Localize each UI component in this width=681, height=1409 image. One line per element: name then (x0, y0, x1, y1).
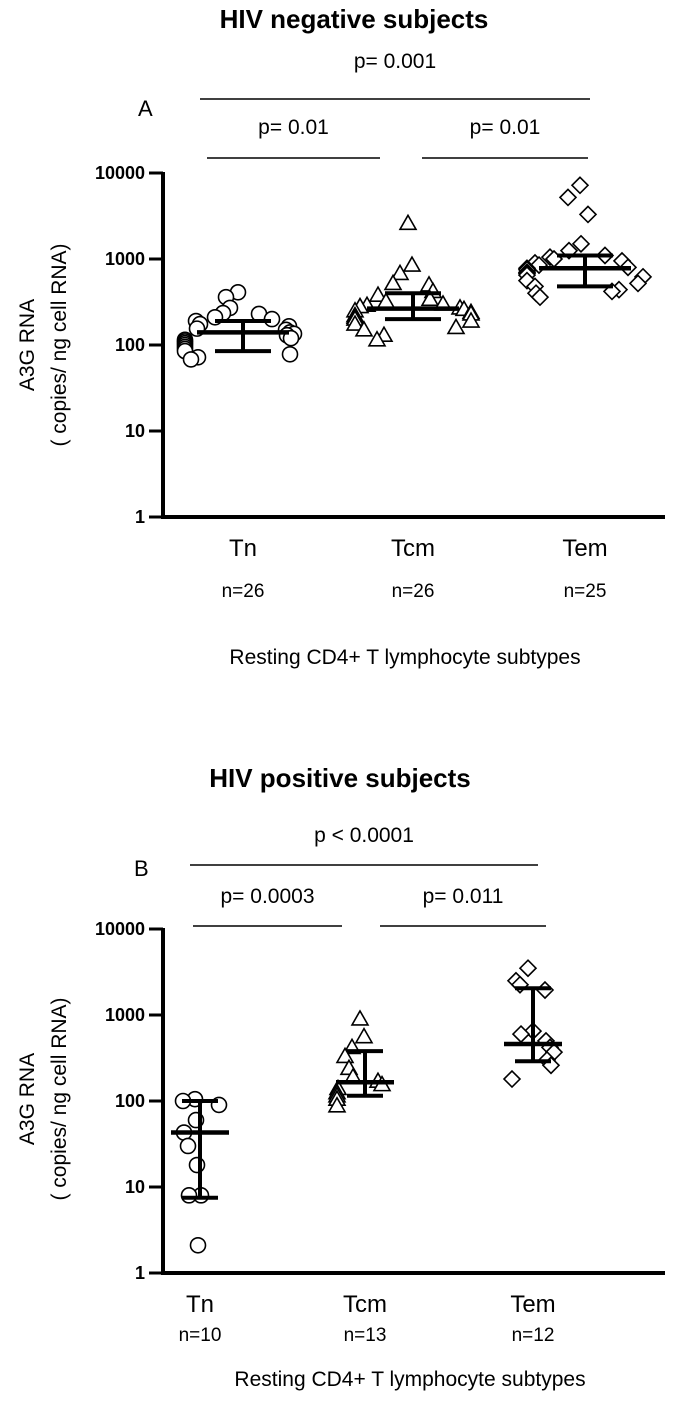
panel-b-panel-label: B (134, 856, 149, 881)
panel-b-y-tick-label-4: 10000 (95, 919, 145, 939)
panel-a-category-label-tcm: Tcm (391, 535, 435, 562)
panel-b-y-tick-label-2: 100 (115, 1091, 145, 1111)
panel-a-n-label-tem: n=25 (564, 581, 607, 602)
panel-b-y-tick-label-3: 1000 (105, 1005, 145, 1025)
panel-a-tcm-point-23 (354, 320, 374, 337)
panel-b-p-value-1: p= 0.0003 (220, 885, 314, 908)
panel-b-y-tick-label-0: 1 (135, 1263, 145, 1283)
panel-a-tcm-point-1 (402, 255, 422, 272)
panel-a-tem-point-19 (628, 274, 648, 293)
panel-b-n-label-tn: n=10 (179, 1325, 222, 1346)
panel-a-x-label: Resting CD4+ T lymphocyte subtypes (229, 646, 580, 669)
panel-b-tn-point-9 (189, 1236, 207, 1254)
panel-b-tcm-point-0 (350, 1009, 370, 1026)
panel-a-tcm-point-7 (420, 289, 440, 307)
panel-a-tcm-point-25 (367, 330, 387, 347)
panel-a-panel-label: A (138, 96, 153, 121)
panel-a-p-value-0: p= 0.001 (354, 50, 436, 73)
panel-a-tem-point-0 (570, 176, 590, 195)
panel-a-y-tick-label-1: 10 (125, 421, 145, 441)
panel-a-category-label-tem: Tem (562, 535, 607, 562)
panel-b-n-label-tcm: n=13 (344, 1325, 387, 1346)
panel-a-tcm-point-3 (383, 273, 403, 291)
panel-b-title: HIV positive subjects (209, 763, 471, 793)
panel-a-tem-point-3 (571, 234, 591, 253)
panel-b-category-label-tem: Tem (510, 1291, 555, 1318)
panel-b-tem-point-11 (502, 1069, 522, 1089)
panel-a-tcm-point-21 (345, 314, 365, 331)
panel-b-tcm-point-1 (354, 1027, 374, 1044)
panel-a-p-value-2: p= 0.01 (470, 116, 541, 139)
panel-b-x-label: Resting CD4+ T lymphocyte subtypes (234, 1368, 585, 1391)
panel-b-y-label-line2: ( copies/ ng cell RNA) (48, 997, 71, 1200)
panel-b-category-label-tcm: Tcm (343, 1291, 387, 1318)
panel-a-tcm-point-2 (390, 263, 410, 281)
panel-b-tcm-point-12 (327, 1096, 347, 1113)
panel-b-tn-point-8 (180, 1187, 198, 1204)
panel-a-tem-point-1 (558, 188, 578, 207)
panel-a-title: HIV negative subjects (220, 4, 489, 34)
panel-a-tem-point-24 (530, 288, 550, 307)
panel-a-tcm-point-22 (446, 317, 466, 335)
panel-a-y-tick-label-0: 1 (135, 507, 145, 527)
panel-b-tn-point-6 (188, 1156, 206, 1174)
panel-a-y-label-line1: A3G RNA (16, 299, 39, 391)
panel-b-category-label-tn: Tn (186, 1291, 214, 1318)
panel-a-n-label-tn: n=26 (222, 581, 265, 602)
panel-a-y-tick-label-2: 100 (115, 335, 145, 355)
panel-b-n-label-tem: n=12 (512, 1325, 555, 1346)
panel-b-tn-point-5 (179, 1137, 197, 1155)
panel-a-p-value-1: p= 0.01 (258, 116, 329, 139)
panel-a-tcm-point-0 (398, 213, 418, 231)
panel-a-tn-point-25 (182, 351, 200, 368)
panel-b-tem-point-0 (518, 959, 538, 978)
panel-a-tcm-point-6 (368, 285, 388, 302)
panel-b-y-tick-label-1: 10 (125, 1177, 145, 1197)
panel-a-tcm-point-20 (461, 311, 481, 328)
panel-a-category-label-tn: Tn (229, 535, 257, 562)
panel-b-p-value-0: p < 0.0001 (314, 824, 414, 847)
panel-a-y-tick-label-4: 10000 (95, 163, 145, 183)
panel-a-tem-point-2 (578, 205, 598, 224)
panel-a-tn-point-23 (281, 345, 299, 363)
panel-b-y-label-line1: A3G RNA (16, 1053, 39, 1145)
panel-a-y-tick-label-3: 1000 (105, 249, 145, 269)
panel-a-y-label-line2: ( copies/ ng cell RNA) (48, 243, 71, 446)
panel-a-n-label-tcm: n=26 (392, 581, 435, 602)
panel-b-p-value-2: p= 0.011 (423, 885, 504, 908)
